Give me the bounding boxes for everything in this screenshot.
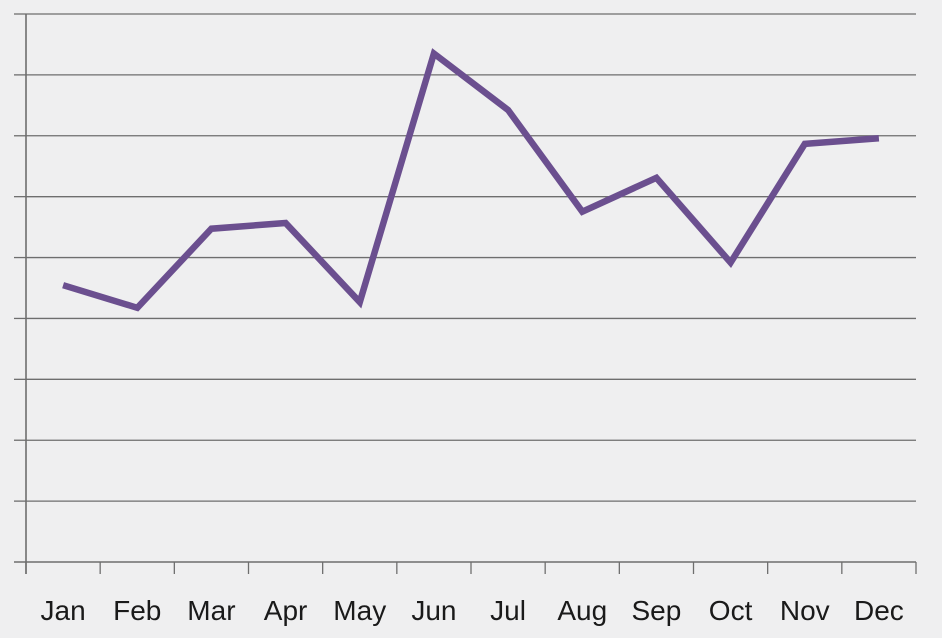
- x-tick-label: Aug: [557, 595, 607, 626]
- series-line: [62, 48, 880, 312]
- x-tick-label: Apr: [264, 595, 308, 626]
- x-tick-label: Feb: [113, 595, 161, 626]
- x-tick-label: Jan: [41, 595, 86, 626]
- x-tick-label: Jul: [490, 595, 526, 626]
- x-tick-label: May: [333, 595, 386, 626]
- x-tick-label: Sep: [632, 595, 682, 626]
- x-tick-label: Oct: [709, 595, 753, 626]
- x-tick-label: Nov: [780, 595, 830, 626]
- x-axis-ticks: [25, 562, 917, 574]
- x-tick-label: Dec: [854, 595, 904, 626]
- series-group: [62, 48, 880, 312]
- x-tick-label: Jun: [411, 595, 456, 626]
- gridlines: [26, 13, 916, 502]
- x-axis-tick-labels: Jan Feb Mar Apr May Jun Jul Aug Sep Oct Nov Dec: [41, 595, 904, 626]
- x-tick-label: Mar: [187, 595, 235, 626]
- axes: [14, 13, 916, 574]
